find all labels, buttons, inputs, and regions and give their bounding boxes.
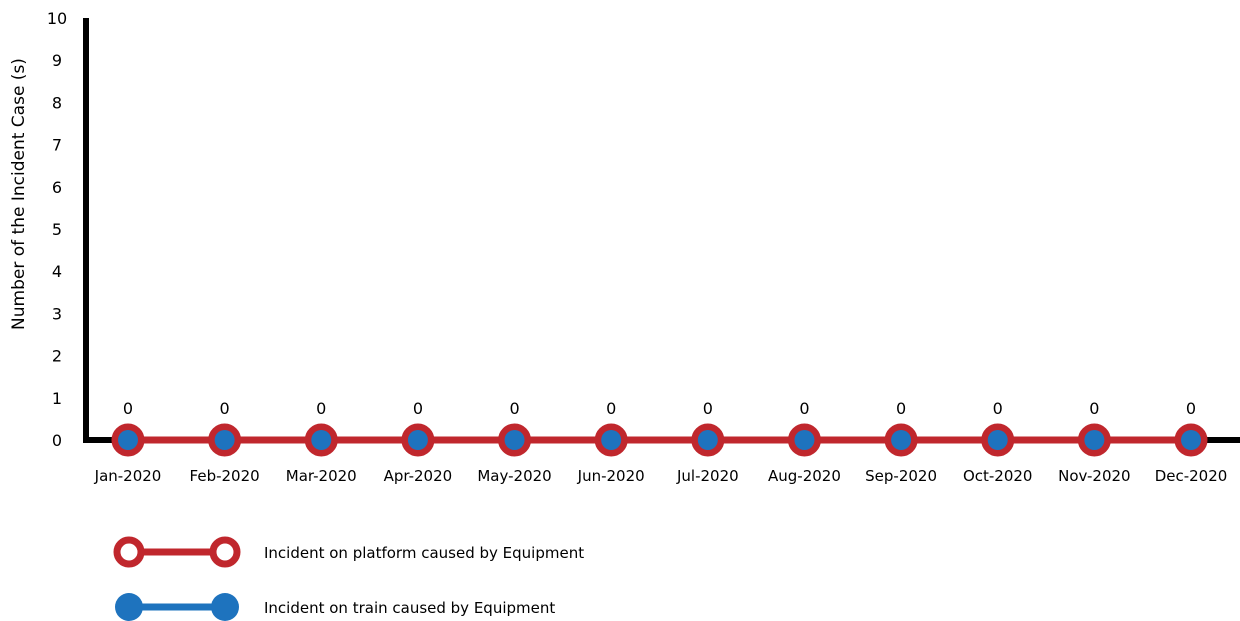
data-label: 0 — [1186, 399, 1196, 418]
marker-train — [504, 430, 525, 450]
data-label: 0 — [606, 399, 616, 418]
y-tick-label: 3 — [52, 304, 62, 323]
x-tick-label: Apr-2020 — [384, 467, 453, 485]
y-axis-ticks: 0 1 2 3 4 5 6 7 8 9 10 — [47, 9, 67, 450]
y-tick-label: 1 — [52, 389, 62, 408]
data-label: 0 — [316, 399, 326, 418]
data-label: 0 — [220, 399, 230, 418]
marker-train — [697, 430, 718, 450]
legend-marker-platform — [113, 536, 145, 568]
marker-train — [601, 430, 622, 450]
x-axis-ticks: Jan-2020 Feb-2020 Mar-2020 Apr-2020 May-2020… — [94, 467, 1228, 485]
data-label: 0 — [703, 399, 713, 418]
marker-train — [891, 430, 912, 450]
data-label: 0 — [1089, 399, 1099, 418]
marker-train — [987, 430, 1008, 450]
legend-marker-train — [115, 593, 143, 621]
x-tick-label: Jul-2020 — [676, 467, 739, 485]
data-label: 0 — [413, 399, 423, 418]
marker-train — [214, 430, 235, 450]
x-tick-label: Nov-2020 — [1058, 467, 1130, 485]
x-tick-label: Sep-2020 — [865, 467, 937, 485]
marker-train — [118, 430, 138, 450]
y-tick-label: 8 — [52, 93, 62, 112]
data-labels: 0 0 0 0 0 0 0 0 0 0 0 0 — [123, 399, 1196, 418]
data-label: 0 — [799, 399, 809, 418]
x-tick-label: Aug-2020 — [768, 467, 841, 485]
marker-train — [407, 430, 428, 450]
legend-marker-train — [211, 593, 239, 621]
x-tick-label: May-2020 — [477, 467, 551, 485]
marker-train — [311, 430, 332, 450]
y-tick-label: 2 — [52, 347, 62, 366]
x-tick-label: Jun-2020 — [577, 467, 645, 485]
y-axis-label: Number of the Incident Case (s) — [9, 58, 29, 330]
x-tick-label: Oct-2020 — [963, 467, 1033, 485]
legend-marker-platform — [209, 536, 241, 568]
data-label: 0 — [896, 399, 906, 418]
series-layer — [111, 423, 1208, 457]
y-tick-label: 10 — [47, 9, 67, 28]
y-tick-label: 5 — [52, 220, 62, 239]
x-tick-label: Dec-2020 — [1155, 467, 1228, 485]
legend-label-platform: Incident on platform caused by Equipment — [264, 544, 584, 562]
y-tick-label: 0 — [52, 431, 62, 450]
data-label: 0 — [509, 399, 519, 418]
y-tick-label: 9 — [52, 51, 62, 70]
y-tick-label: 6 — [52, 178, 62, 197]
legend-label-train: Incident on train caused by Equipment — [264, 599, 555, 617]
marker-train — [794, 430, 815, 450]
x-tick-label: Jan-2020 — [94, 467, 162, 485]
x-tick-label: Mar-2020 — [286, 467, 357, 485]
x-tick-label: Feb-2020 — [190, 467, 260, 485]
marker-train — [1181, 430, 1201, 450]
legend: Incident on platform caused by Equipment… — [113, 536, 584, 621]
y-tick-label: 4 — [52, 262, 62, 281]
data-label: 0 — [123, 399, 133, 418]
data-label: 0 — [993, 399, 1003, 418]
marker-train — [1084, 430, 1105, 450]
y-tick-label: 7 — [52, 136, 62, 155]
